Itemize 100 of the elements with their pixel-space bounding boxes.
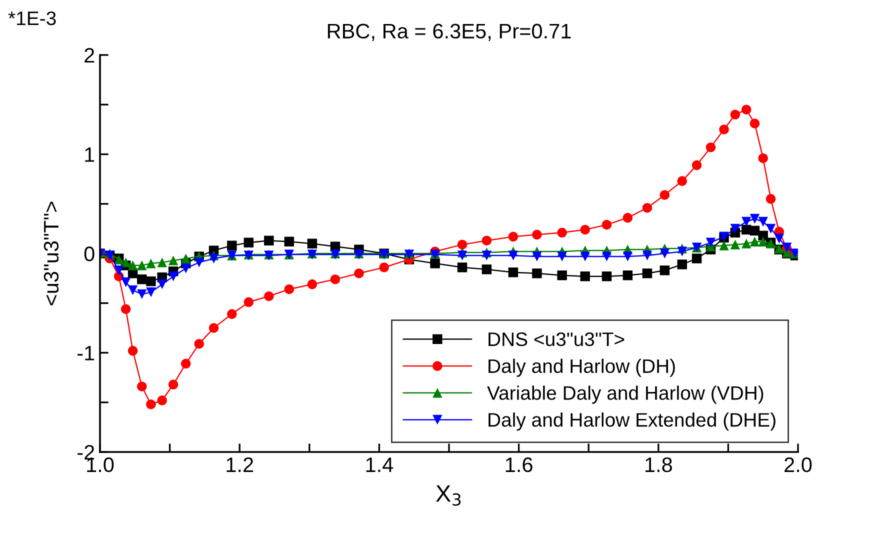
point (128, 346, 138, 356)
y-tick-label: 2 (84, 48, 94, 63)
point (457, 250, 468, 260)
point (128, 285, 138, 296)
point (194, 338, 204, 349)
point (482, 264, 492, 274)
x-tick-label: 1.6 (506, 457, 532, 472)
point (208, 254, 219, 264)
point (660, 190, 670, 200)
point (580, 252, 590, 262)
point (457, 240, 468, 250)
point (157, 258, 167, 268)
point (622, 270, 633, 280)
point (168, 256, 178, 266)
point (379, 262, 389, 272)
point (194, 258, 204, 268)
point (508, 267, 518, 278)
point (677, 246, 687, 256)
point (120, 277, 131, 288)
point (157, 279, 167, 290)
point (157, 396, 167, 406)
point (766, 224, 776, 234)
point (758, 153, 768, 164)
point (137, 289, 147, 300)
point (284, 284, 294, 294)
point (706, 238, 716, 248)
point (557, 270, 567, 280)
point (677, 260, 687, 270)
point (244, 297, 254, 307)
y-tick-label: 1 (85, 147, 94, 162)
point (730, 224, 740, 234)
point (750, 214, 760, 224)
point (227, 309, 237, 319)
point (227, 240, 237, 250)
y-tick-label: 0 (84, 246, 94, 262)
point (284, 236, 294, 246)
point (532, 230, 542, 240)
point (692, 254, 702, 264)
point (264, 291, 274, 302)
point (508, 232, 518, 242)
point (660, 266, 670, 276)
point (677, 176, 687, 186)
point (766, 194, 776, 204)
point (741, 216, 752, 227)
y-tick-label: -1 (78, 346, 94, 360)
point (706, 142, 716, 152)
point (602, 252, 612, 262)
point (168, 271, 178, 282)
point (146, 258, 156, 268)
point (580, 271, 590, 282)
y-axis-title: <u3"u3"T"> (44, 202, 59, 306)
point (180, 358, 191, 369)
point (622, 212, 633, 223)
point (137, 260, 147, 270)
point (146, 287, 156, 298)
x-tick-label: 1.4 (366, 458, 394, 472)
point (557, 228, 567, 238)
point (482, 236, 492, 246)
point (758, 216, 768, 227)
legend-label: Daly and Harlow Extended (DHE) (488, 412, 776, 431)
x-tick-label: 2.0 (784, 457, 812, 472)
point (180, 264, 191, 274)
point (750, 236, 760, 246)
point (128, 260, 138, 270)
point (330, 274, 340, 284)
point (120, 258, 131, 268)
legend-label: DNS <u3"u3"T> (488, 332, 624, 346)
point (168, 380, 178, 390)
point (532, 252, 542, 262)
point (750, 118, 760, 128)
point (137, 274, 147, 284)
point (719, 240, 729, 250)
point (457, 262, 468, 272)
point (120, 304, 131, 314)
point (244, 238, 254, 248)
point (741, 238, 752, 248)
point (741, 104, 752, 114)
point (307, 238, 318, 248)
point (719, 124, 729, 134)
point (508, 250, 518, 260)
point (430, 258, 440, 268)
point (208, 323, 219, 333)
point (264, 236, 274, 246)
x-tick-label: 1.8 (646, 457, 672, 472)
chart-title: RBC, Ra = 6.3E5, Pr=0.71 (328, 24, 571, 41)
point (114, 266, 124, 276)
point (730, 240, 740, 250)
x-axis-title: X$_{3}$ (436, 485, 461, 506)
legend-label: Variable Daly and Harlow (VDH) (487, 386, 764, 404)
x-tick-label: 1.2 (226, 457, 254, 472)
point (622, 252, 633, 262)
x-tick-label: 1.0 (87, 457, 114, 472)
point (642, 268, 652, 278)
point (602, 220, 612, 230)
legend-label: Daly and Harlow (DH) (488, 358, 675, 377)
point (602, 271, 612, 282)
point (146, 400, 156, 410)
point (354, 268, 364, 278)
point (692, 160, 702, 170)
point (137, 382, 147, 392)
